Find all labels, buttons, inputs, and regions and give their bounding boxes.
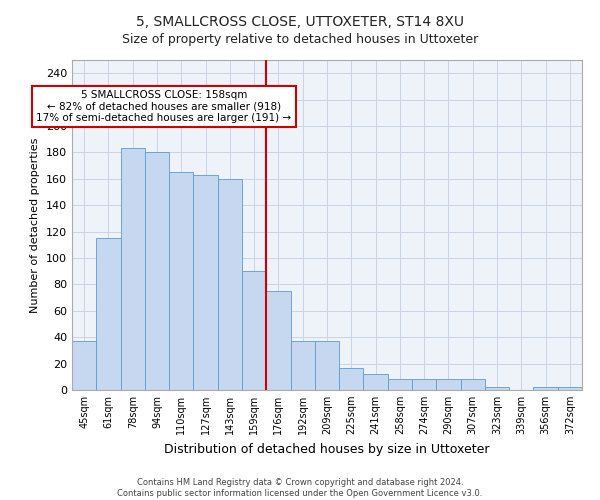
Text: Size of property relative to detached houses in Uttoxeter: Size of property relative to detached ho… bbox=[122, 32, 478, 46]
Bar bbox=[193, 175, 218, 390]
Bar bbox=[412, 380, 436, 390]
Bar bbox=[339, 368, 364, 390]
Bar bbox=[315, 341, 339, 390]
Text: 5 SMALLCROSS CLOSE: 158sqm
← 82% of detached houses are smaller (918)
17% of sem: 5 SMALLCROSS CLOSE: 158sqm ← 82% of deta… bbox=[36, 90, 292, 123]
Bar bbox=[388, 380, 412, 390]
Bar bbox=[242, 271, 266, 390]
Text: Contains HM Land Registry data © Crown copyright and database right 2024.
Contai: Contains HM Land Registry data © Crown c… bbox=[118, 478, 482, 498]
Bar bbox=[72, 341, 96, 390]
Bar bbox=[96, 238, 121, 390]
X-axis label: Distribution of detached houses by size in Uttoxeter: Distribution of detached houses by size … bbox=[164, 442, 490, 456]
Bar bbox=[169, 172, 193, 390]
Bar bbox=[364, 374, 388, 390]
Bar bbox=[121, 148, 145, 390]
Bar bbox=[145, 152, 169, 390]
Y-axis label: Number of detached properties: Number of detached properties bbox=[31, 138, 40, 312]
Bar bbox=[266, 291, 290, 390]
Bar bbox=[533, 388, 558, 390]
Bar bbox=[558, 388, 582, 390]
Bar bbox=[290, 341, 315, 390]
Bar bbox=[461, 380, 485, 390]
Bar bbox=[485, 388, 509, 390]
Text: 5, SMALLCROSS CLOSE, UTTOXETER, ST14 8XU: 5, SMALLCROSS CLOSE, UTTOXETER, ST14 8XU bbox=[136, 15, 464, 29]
Bar bbox=[218, 179, 242, 390]
Bar bbox=[436, 380, 461, 390]
